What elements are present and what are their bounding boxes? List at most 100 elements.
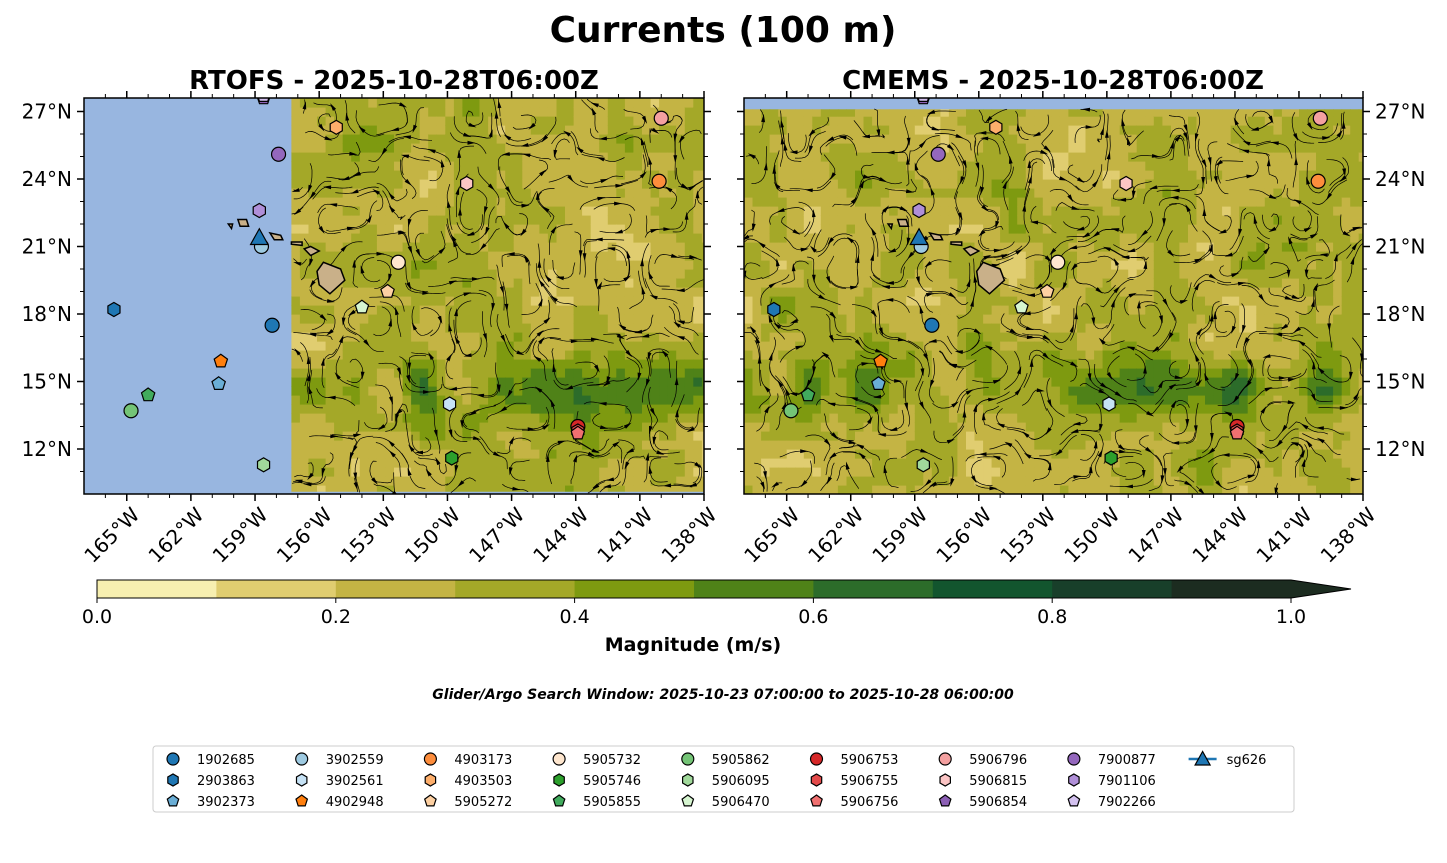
magnitude-cell	[1025, 170, 1035, 180]
magnitude-cell	[966, 314, 976, 324]
magnitude-cell	[897, 116, 907, 126]
magnitude-cell	[590, 260, 600, 270]
streamline-arrow	[576, 146, 584, 154]
magnitude-cell	[812, 179, 822, 189]
magnitude-cell	[1102, 422, 1112, 432]
magnitude-cell	[1094, 413, 1104, 423]
magnitude-cell	[411, 125, 421, 135]
magnitude-cell	[368, 134, 378, 144]
magnitude-cell	[351, 422, 361, 432]
magnitude-cell	[291, 359, 301, 369]
y-tick-label: 18°N	[22, 302, 72, 326]
streamline-arrow	[440, 159, 445, 168]
magnitude-cell	[829, 341, 839, 351]
streamline-arrow	[308, 386, 313, 395]
magnitude-cell	[616, 341, 626, 351]
magnitude-cell	[1008, 386, 1018, 396]
magnitude-cell	[556, 332, 566, 342]
magnitude-cell	[565, 98, 575, 108]
magnitude-cell	[812, 206, 822, 216]
float-1902685	[264, 317, 280, 333]
magnitude-cell	[624, 98, 635, 108]
magnitude-cell	[539, 449, 549, 459]
magnitude-cell	[402, 287, 412, 297]
magnitude-cell	[1017, 197, 1027, 207]
magnitude-cell	[488, 116, 498, 126]
magnitude-cell	[829, 206, 839, 216]
magnitude-cell	[846, 350, 856, 360]
magnitude-cell	[334, 440, 344, 450]
magnitude-cell	[889, 161, 899, 171]
magnitude-cell	[650, 413, 660, 423]
magnitude-cell	[607, 206, 617, 216]
magnitude-cell	[803, 305, 813, 315]
magnitude-cell	[291, 98, 301, 108]
magnitude-cell	[479, 233, 489, 243]
magnitude-cell	[1102, 188, 1112, 198]
magnitude-cell	[991, 440, 1001, 450]
magnitude-cell	[607, 422, 617, 432]
magnitude-cell	[291, 125, 301, 135]
magnitude-cell	[402, 143, 412, 153]
magnitude-cell	[411, 170, 421, 180]
magnitude-cell	[889, 188, 899, 198]
magnitude-cell	[1042, 179, 1052, 189]
magnitude-cell	[880, 296, 890, 306]
magnitude-cell	[667, 233, 677, 243]
magnitude-cell	[667, 458, 677, 468]
streamline-arrow	[594, 237, 603, 242]
magnitude-cell	[488, 287, 498, 297]
magnitude-cell	[659, 206, 669, 216]
magnitude-cell	[633, 134, 643, 144]
magnitude-cell	[376, 251, 387, 261]
magnitude-cell	[1094, 296, 1104, 306]
magnitude-cell	[1025, 109, 1035, 117]
magnitude-cell	[863, 332, 873, 342]
magnitude-cell	[855, 305, 865, 315]
streamline-arrow	[395, 408, 403, 416]
magnitude-cell	[931, 404, 941, 414]
magnitude-cell	[462, 431, 472, 441]
magnitude-cell	[1077, 125, 1087, 135]
magnitude-cell	[778, 134, 788, 144]
magnitude-cell	[761, 170, 771, 180]
magnitude-cell	[308, 476, 318, 486]
magnitude-cell	[402, 449, 412, 459]
streamline-arrow	[688, 482, 698, 487]
magnitude-cell	[795, 476, 805, 486]
magnitude-cell	[761, 485, 771, 494]
magnitude-cell	[701, 206, 704, 216]
magnitude-cell	[684, 323, 694, 333]
magnitude-cell	[880, 224, 890, 234]
magnitude-cell	[1094, 323, 1104, 333]
magnitude-cell	[744, 188, 754, 198]
magnitude-cell	[471, 458, 481, 468]
magnitude-cell	[633, 269, 643, 279]
magnitude-cell	[769, 404, 779, 414]
magnitude-cell	[650, 332, 660, 342]
magnitude-cell	[1128, 206, 1138, 216]
streamline-arrow	[641, 115, 648, 124]
magnitude-cell	[462, 404, 472, 414]
magnitude-cell	[505, 242, 515, 252]
magnitude-cell	[428, 224, 438, 234]
magnitude-cell	[351, 152, 361, 162]
magnitude-cell	[769, 125, 779, 135]
x-tick-label: 141°W	[592, 502, 657, 567]
magnitude-cell	[547, 368, 558, 378]
magnitude-cell	[1000, 242, 1010, 252]
magnitude-cell	[1034, 314, 1044, 324]
magnitude-cell	[1025, 296, 1035, 306]
magnitude-cell	[565, 449, 575, 459]
magnitude-cell	[436, 395, 446, 405]
magnitude-cell	[376, 314, 387, 324]
magnitude-cell	[752, 305, 762, 315]
magnitude-cell	[539, 152, 549, 162]
magnitude-cell	[1102, 251, 1112, 261]
magnitude-cell	[1000, 109, 1010, 117]
magnitude-cell	[846, 377, 856, 387]
magnitude-cell	[1017, 350, 1027, 360]
magnitude-cell	[684, 350, 694, 360]
magnitude-cell	[1068, 467, 1078, 477]
magnitude-cell	[624, 152, 635, 162]
